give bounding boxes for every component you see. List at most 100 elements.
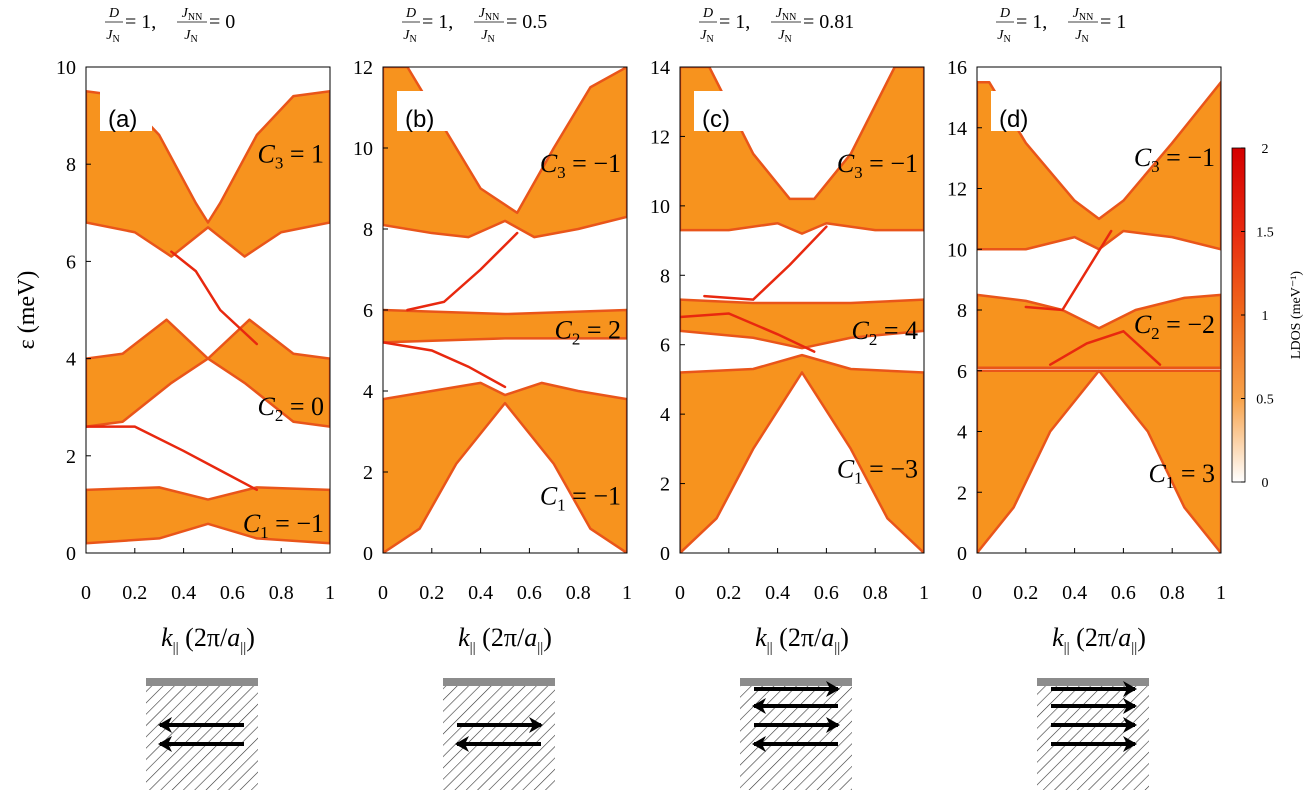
y-tick-label: 2 xyxy=(66,446,76,468)
y-tick-label: 12 xyxy=(650,126,670,148)
panel-label: (b) xyxy=(405,106,434,133)
y-tick-label: 10 xyxy=(56,57,76,79)
title-denominator: JN xyxy=(700,28,713,45)
panel-label: (a) xyxy=(108,106,137,133)
y-tick-label: 8 xyxy=(363,219,373,241)
colorbar-tick-label: 1 xyxy=(1262,309,1269,324)
title-numerator: D xyxy=(108,6,119,21)
chern-label-1: C1 = −1 xyxy=(540,481,621,514)
title-numerator: D xyxy=(702,6,713,21)
y-tick-label: 8 xyxy=(66,154,76,176)
title-eq1: = 1, xyxy=(422,11,453,33)
x-tick-label: 0.6 xyxy=(517,582,542,604)
chern-label-3: C3 = −1 xyxy=(540,149,621,182)
edge-state-2 xyxy=(1048,329,1162,366)
spin-arrow-head-right xyxy=(1123,698,1137,714)
chern-label-1: C1 = −3 xyxy=(837,455,918,488)
title-denominator-2: JN xyxy=(778,28,791,45)
title-numerator-2: JNN xyxy=(776,6,797,23)
substrate-hatch xyxy=(1037,684,1149,790)
x-tick-label: 0.8 xyxy=(1160,582,1185,604)
x-axis-label: k|| (2π/a||) xyxy=(755,623,849,656)
title-eq2: = 1 xyxy=(1100,11,1126,33)
title-numerator-2: JNN xyxy=(1073,6,1094,23)
title-denominator-2: JN xyxy=(481,28,494,45)
chern-label-1: C1 = −1 xyxy=(243,509,324,542)
title-eq2: = 0 xyxy=(209,11,235,33)
spin-arrow-head-left xyxy=(752,736,766,752)
x-tick-label: 0.4 xyxy=(171,582,196,604)
panel-label: (d) xyxy=(999,106,1028,133)
title-eq1: = 1, xyxy=(125,11,156,33)
colorbar-tick-label: 0 xyxy=(1262,476,1269,491)
panel-c: (c) 0 2 4 6 8 10 12 14 0 0.2 0.4 0.6 0.8 1 C3 = −1 C2 = … xyxy=(650,6,929,790)
spin-arrow-head-right xyxy=(826,717,840,733)
chern-label-3: C3 = −1 xyxy=(837,149,918,182)
plot-frame xyxy=(85,66,331,554)
spin-schematic xyxy=(443,678,555,790)
x-tick-label: 0.2 xyxy=(1013,582,1038,604)
y-tick-label: 12 xyxy=(947,179,967,201)
y-tick-label: 8 xyxy=(957,300,967,322)
edge-state-1 xyxy=(703,225,828,301)
x-tick-label: 1 xyxy=(325,582,335,604)
y-tick-label: 6 xyxy=(363,300,373,322)
panel-a: (a) 0 2 4 6 8 10 0 0.2 0.4 0.6 0.8 1 C3 = 1 C2 = 0 C1 =… xyxy=(56,6,335,790)
panel-label-box xyxy=(397,91,449,131)
plot-area xyxy=(977,67,1221,553)
colorbar-label: LDOS (meV⁻¹) xyxy=(1289,271,1304,360)
x-tick-label: 0.6 xyxy=(814,582,839,604)
y-tick-label: 6 xyxy=(66,251,76,273)
x-tick-label: 0.8 xyxy=(269,582,294,604)
band-2 xyxy=(680,298,924,350)
y-tick-label: 6 xyxy=(660,335,670,357)
plot-area xyxy=(383,67,627,553)
panel-title: D JN = 1, JNN JN = 1 xyxy=(996,6,1126,45)
y-tick-label: 2 xyxy=(660,474,670,496)
y-tick-label: 10 xyxy=(650,196,670,218)
title-denominator: JN xyxy=(106,28,119,45)
colorbar-tick-label: 2 xyxy=(1262,142,1269,157)
y-tick-label: 4 xyxy=(957,422,967,444)
spin-arrow-head-right xyxy=(1123,681,1137,697)
x-tick-label: 0.4 xyxy=(1062,582,1087,604)
y-tick-label: 0 xyxy=(660,543,670,565)
panel-label-box xyxy=(991,91,1043,131)
x-tick-label: 0.6 xyxy=(220,582,245,604)
y-tick-label: 14 xyxy=(650,57,670,79)
y-tick-label: 10 xyxy=(353,138,373,160)
title-denominator-2: JN xyxy=(184,28,197,45)
title-numerator: D xyxy=(999,6,1010,21)
edge-state-2 xyxy=(383,341,507,389)
y-tick-label: 16 xyxy=(947,57,967,79)
panel-title: D JN = 1, JNN JN = 0.5 xyxy=(402,6,547,45)
y-tick-label: 0 xyxy=(957,543,967,565)
substrate-hatch xyxy=(146,684,258,790)
y-tick-label: 4 xyxy=(660,404,670,426)
title-numerator-2: JNN xyxy=(479,6,500,23)
title-denominator: JN xyxy=(403,28,416,45)
edge-state-2 xyxy=(680,312,816,353)
y-tick-label: 8 xyxy=(660,265,670,287)
colorbar: 0 0.5 1 1.5 2 LDOS (meV⁻¹) xyxy=(1231,142,1304,491)
substrate-hatch xyxy=(740,684,852,790)
substrate-hatch xyxy=(443,684,555,790)
title-denominator-2: JN xyxy=(1075,28,1088,45)
x-axis-label: k|| (2π/a||) xyxy=(161,623,255,656)
y-tick-label: 2 xyxy=(363,462,373,484)
spin-arrow-head-right xyxy=(1123,717,1137,733)
band-2 xyxy=(383,308,627,344)
chern-label-2: C2 = 0 xyxy=(257,392,324,425)
band-3 xyxy=(383,381,627,553)
title-numerator: D xyxy=(405,6,416,21)
y-axis-label: ε (meV) xyxy=(14,271,40,350)
spin-arrow-head-left xyxy=(455,736,469,752)
y-tick-label: 14 xyxy=(947,118,967,140)
x-tick-label: 0 xyxy=(378,582,388,604)
band-2 xyxy=(977,293,1221,369)
substrate-bar xyxy=(1037,678,1149,686)
title-denominator: JN xyxy=(997,28,1010,45)
y-tick-label: 10 xyxy=(947,239,967,261)
y-tick-label: 0 xyxy=(363,543,373,565)
